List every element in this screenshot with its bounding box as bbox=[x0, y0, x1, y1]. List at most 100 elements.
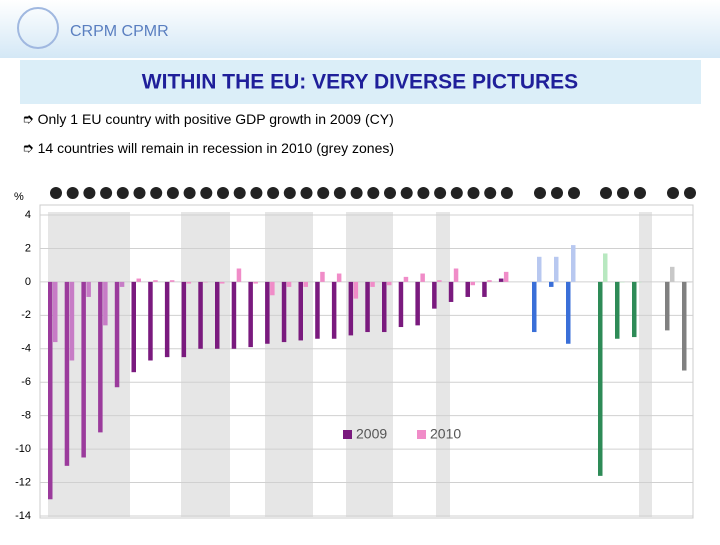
flag-icon bbox=[568, 187, 580, 199]
flag-icon bbox=[634, 187, 646, 199]
flag-icon bbox=[233, 187, 246, 199]
grey-zone bbox=[639, 212, 652, 518]
bar bbox=[270, 281, 275, 296]
logo-mark bbox=[17, 7, 59, 49]
bar bbox=[265, 281, 270, 344]
y-tick-label: 2 bbox=[25, 242, 31, 254]
bar bbox=[303, 281, 308, 287]
y-tick-label: -8 bbox=[21, 410, 31, 422]
bar bbox=[103, 281, 108, 326]
bar bbox=[153, 280, 158, 282]
flag-icon bbox=[450, 187, 463, 199]
bar bbox=[181, 281, 187, 358]
grey-zone bbox=[265, 212, 313, 518]
y-tick-label: 0 bbox=[25, 276, 31, 288]
bullet-text: 14 countries will remain in recession in… bbox=[38, 140, 394, 156]
flag-icon bbox=[667, 187, 679, 199]
flag-row bbox=[50, 187, 696, 199]
bar bbox=[81, 281, 86, 458]
bar bbox=[398, 281, 404, 328]
flag-icon bbox=[217, 187, 229, 199]
bar bbox=[687, 281, 692, 283]
bar bbox=[203, 281, 208, 283]
bar bbox=[119, 281, 125, 287]
bar bbox=[69, 281, 75, 361]
bar bbox=[437, 280, 442, 282]
bar bbox=[248, 281, 253, 348]
flag-icon bbox=[367, 187, 380, 199]
bar bbox=[315, 281, 320, 339]
recession-zones bbox=[48, 212, 652, 518]
flag-icon bbox=[200, 187, 213, 199]
y-tick-label: 4 bbox=[25, 209, 31, 221]
bar bbox=[470, 281, 475, 286]
flag-icon bbox=[600, 187, 612, 199]
bar bbox=[320, 271, 325, 282]
legend-swatch bbox=[343, 430, 352, 439]
bar bbox=[598, 281, 603, 476]
bar bbox=[365, 281, 370, 333]
legend-label: 2010 bbox=[430, 426, 461, 442]
y-tick-label: -2 bbox=[21, 309, 31, 321]
bar bbox=[131, 281, 136, 373]
bar bbox=[169, 280, 175, 282]
bar bbox=[148, 281, 153, 361]
y-axis-label: % bbox=[14, 191, 24, 203]
bar bbox=[566, 281, 571, 344]
bar bbox=[48, 281, 53, 500]
flag-icon bbox=[116, 187, 129, 199]
flag-icon bbox=[317, 187, 330, 199]
flag-icon bbox=[100, 187, 113, 199]
header-band bbox=[0, 0, 720, 58]
flag-icon bbox=[350, 187, 363, 199]
title-box bbox=[20, 60, 701, 104]
flag-icon bbox=[417, 187, 430, 199]
bar bbox=[549, 281, 554, 287]
flag-icon bbox=[267, 187, 280, 199]
bar bbox=[665, 281, 670, 331]
flag-icon bbox=[66, 187, 79, 199]
flag-icon bbox=[300, 187, 313, 199]
bar bbox=[487, 280, 492, 282]
bar bbox=[637, 281, 642, 283]
logo: CRPM CPMR bbox=[70, 23, 169, 40]
flag-icon bbox=[50, 187, 62, 199]
flag-icon bbox=[484, 187, 497, 199]
bullet-text: Only 1 EU country with positive GDP grow… bbox=[38, 111, 394, 127]
bar bbox=[86, 281, 91, 297]
bar bbox=[503, 271, 509, 282]
flag-icon bbox=[183, 187, 196, 199]
bar bbox=[215, 281, 220, 349]
bar bbox=[198, 281, 203, 349]
flag-icon bbox=[684, 187, 696, 199]
flag-icon bbox=[333, 187, 346, 199]
bar bbox=[448, 281, 454, 302]
y-tick-label: -10 bbox=[15, 443, 31, 455]
flag-icon bbox=[384, 187, 396, 199]
bar bbox=[53, 281, 58, 343]
y-tick-label: -4 bbox=[21, 343, 31, 355]
legend-label: 2009 bbox=[356, 426, 387, 442]
bar bbox=[403, 276, 409, 282]
bar bbox=[465, 281, 470, 297]
bar bbox=[632, 281, 637, 338]
grey-zone bbox=[181, 212, 230, 518]
bar bbox=[670, 266, 675, 282]
bar bbox=[136, 278, 141, 282]
legend-swatch bbox=[417, 430, 426, 439]
y-tick-label: -14 bbox=[15, 510, 31, 522]
flag-icon bbox=[83, 187, 96, 199]
bar bbox=[231, 281, 237, 349]
bar bbox=[164, 281, 170, 358]
flag-icon bbox=[500, 187, 513, 199]
grey-zone bbox=[346, 212, 393, 518]
bar bbox=[537, 256, 542, 282]
bar bbox=[353, 281, 359, 299]
flag-icon bbox=[617, 187, 629, 199]
bar bbox=[415, 281, 420, 326]
bar bbox=[554, 256, 559, 282]
bar bbox=[64, 281, 70, 466]
bar bbox=[253, 281, 258, 284]
bar bbox=[432, 281, 437, 309]
